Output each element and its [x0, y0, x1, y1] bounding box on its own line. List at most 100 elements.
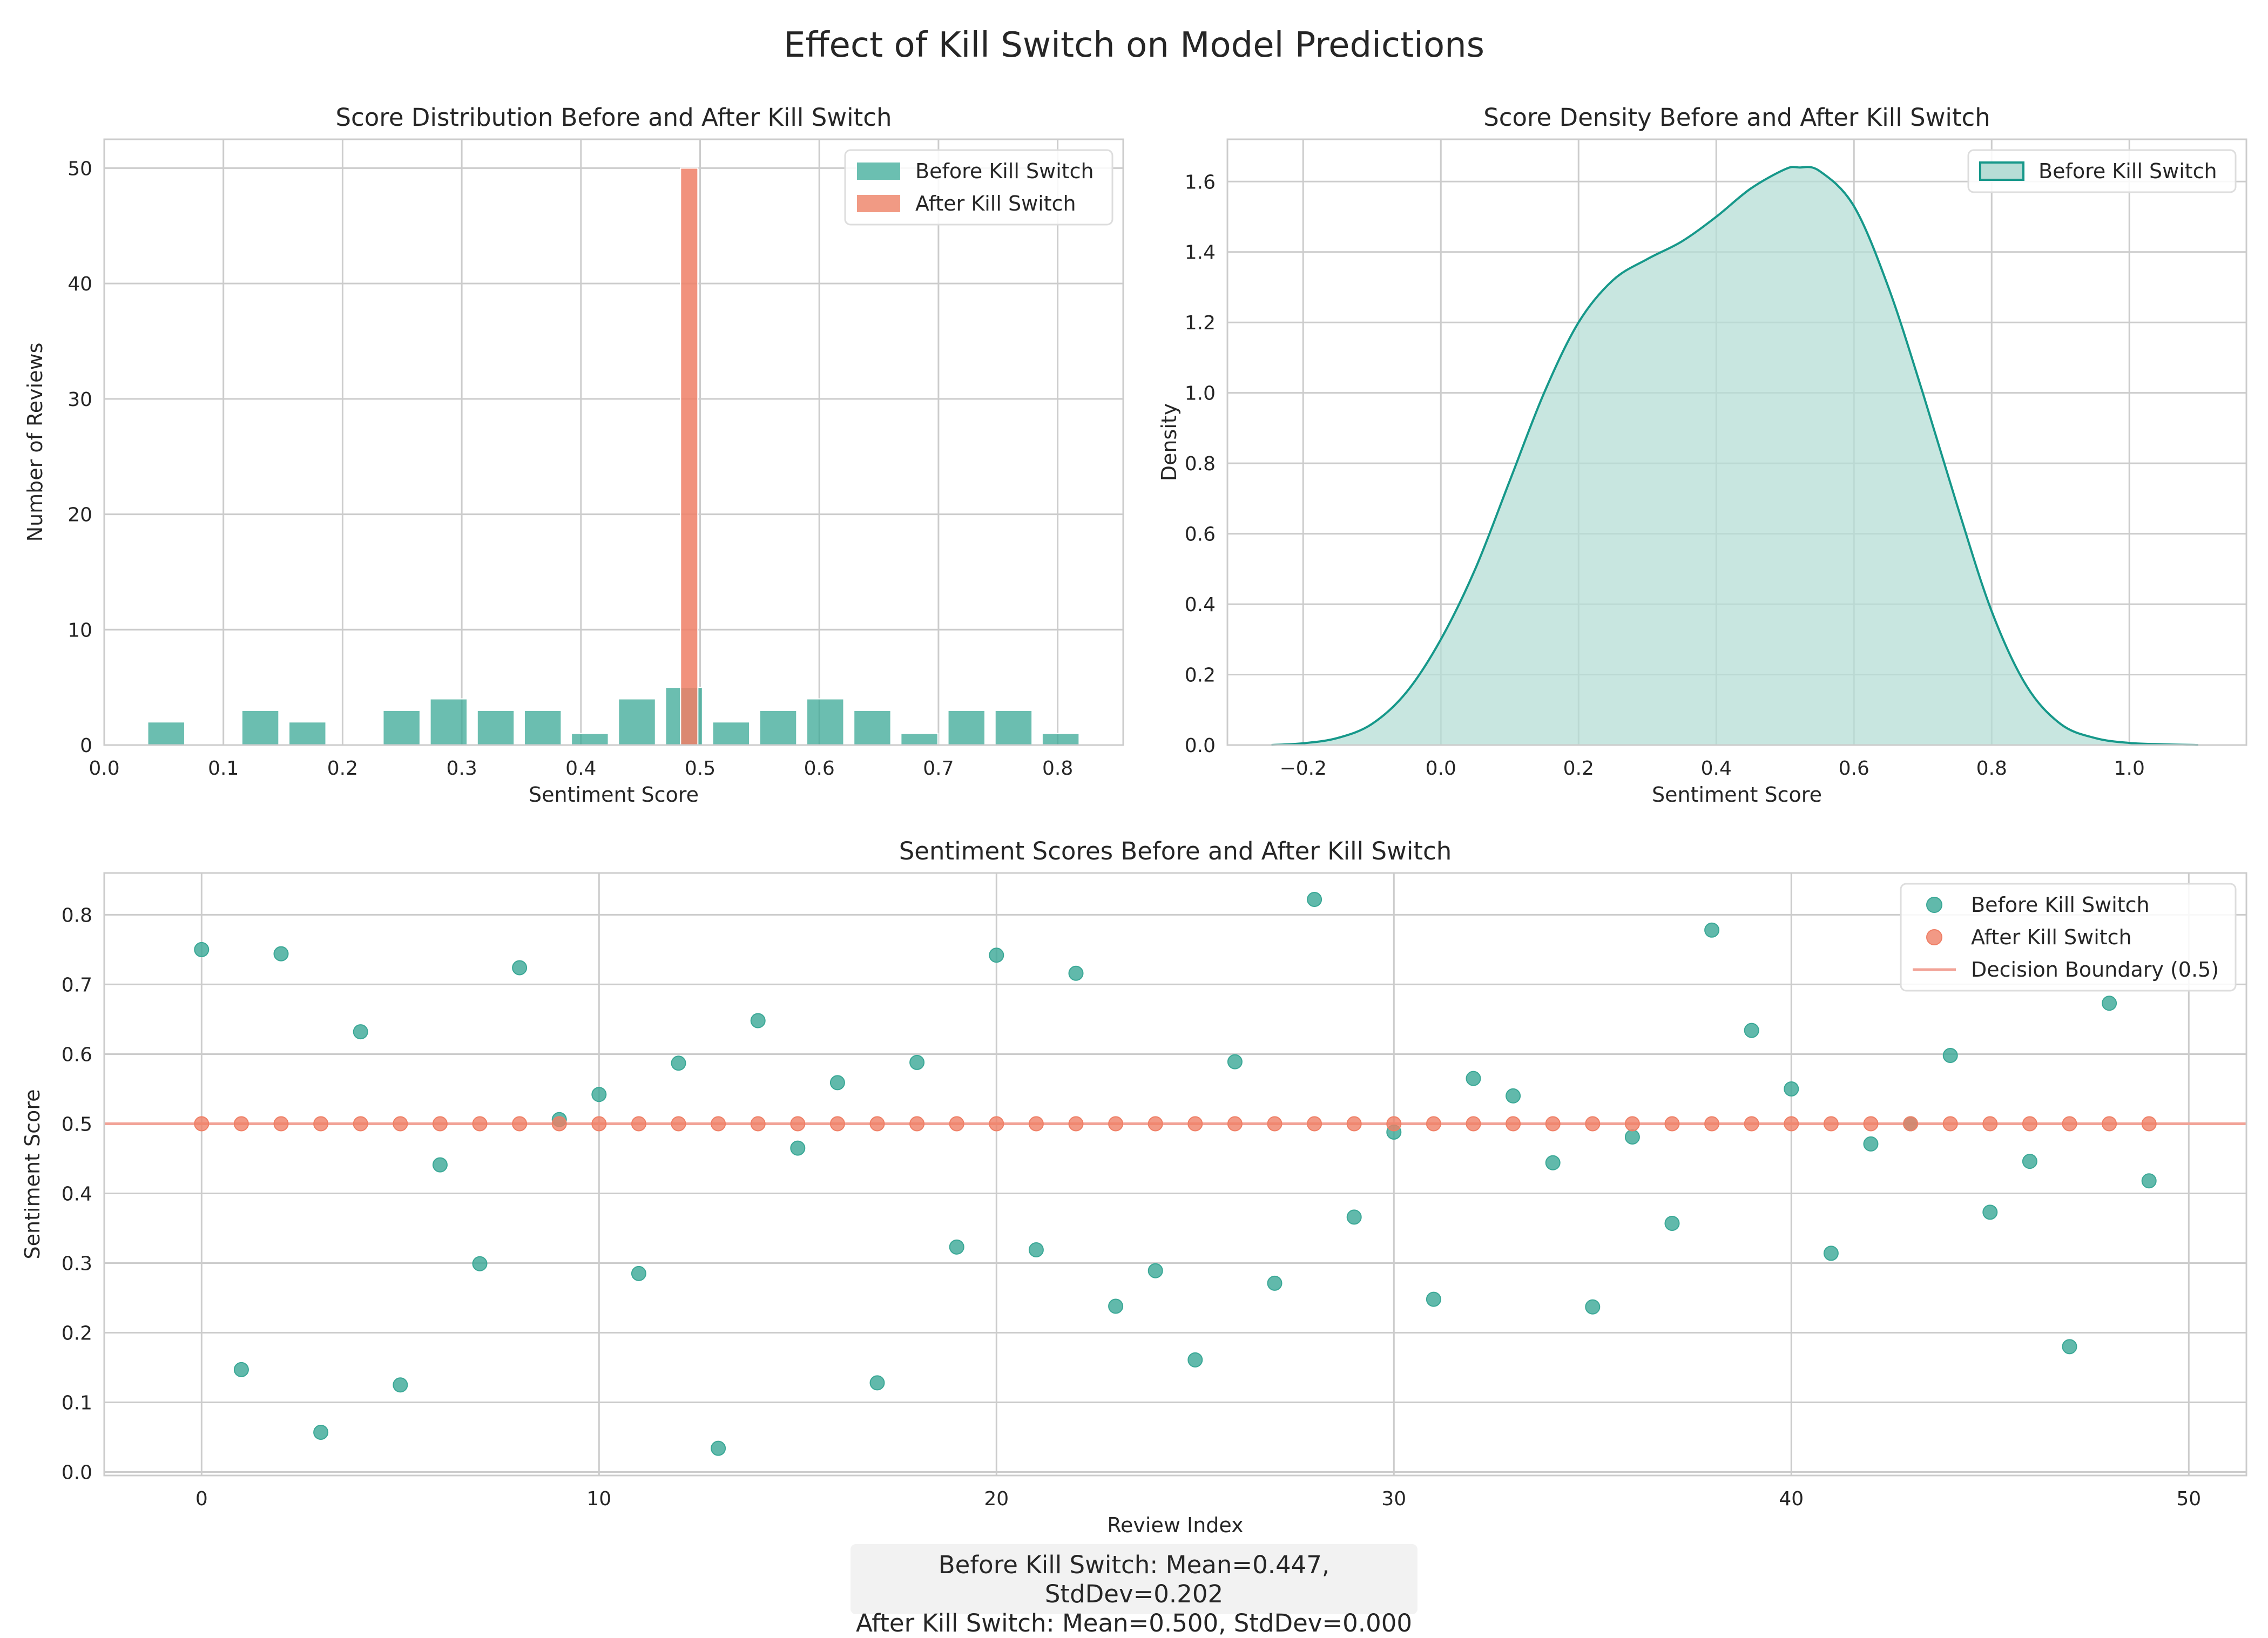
scatter-point-before	[2022, 1154, 2037, 1169]
scatter-point-before	[1028, 1242, 1044, 1257]
density-legend	[1967, 149, 2237, 193]
scatter-point-before	[1942, 1048, 1958, 1064]
scatter-point-after	[1664, 1116, 1680, 1132]
density-title: Score Density Before and After Kill Swit…	[1483, 103, 1990, 132]
histogram-bar-before	[523, 709, 562, 746]
scatter-point-before	[829, 1075, 845, 1091]
scatter-y-tick-label: 0.2	[62, 1323, 92, 1345]
scatter-point-after	[1028, 1116, 1044, 1132]
scatter-frame	[103, 872, 2247, 1477]
histogram-bar-before	[806, 698, 845, 746]
scatter-point-before	[2141, 1173, 2157, 1189]
scatter-point-after	[551, 1116, 567, 1132]
scatter-point-after	[313, 1116, 329, 1132]
histogram-frame	[103, 138, 1124, 746]
scatter-point-after	[869, 1116, 885, 1132]
scatter-point-before	[353, 1024, 368, 1040]
density-x-tick-label: 0.0	[1426, 757, 1456, 780]
histogram-legend-swatch	[857, 163, 900, 180]
scatter-point-before	[194, 942, 210, 957]
scatter-point-before	[1108, 1298, 1124, 1314]
histogram-bar-before	[571, 733, 609, 746]
density-area-before	[1271, 167, 2198, 745]
density-y-axis-label: Density	[1157, 403, 1181, 481]
scatter-point-before	[1068, 965, 1084, 981]
scatter-y-tick-label: 0.7	[62, 974, 92, 996]
scatter-point-before	[790, 1140, 806, 1156]
density-y-tick-label: 1.6	[1185, 171, 1216, 193]
scatter-point-after	[273, 1116, 289, 1132]
histogram-y-axis-label: Number of Reviews	[23, 343, 47, 542]
scatter-point-before	[432, 1157, 448, 1173]
density-x-tick-label: 0.6	[1839, 757, 1869, 780]
histogram-y-tick-label: 40	[68, 273, 92, 295]
scatter-legend-marker	[1926, 897, 1942, 913]
scatter-point-after	[591, 1116, 607, 1132]
scatter-y-tick-label: 0.1	[62, 1392, 92, 1414]
scatter-x-tick-label: 40	[1779, 1488, 1804, 1510]
scatter-point-before	[750, 1013, 766, 1028]
histogram-bar-before	[853, 709, 892, 746]
scatter-y-tick-label: 0.5	[62, 1113, 92, 1135]
scatter-point-after	[1346, 1116, 1362, 1132]
scatter-point-after	[671, 1116, 686, 1132]
scatter-point-before	[472, 1256, 488, 1271]
scatter-point-after	[1068, 1116, 1084, 1132]
density-y-tick-label: 0.4	[1185, 594, 1216, 616]
scatter-point-after	[1386, 1116, 1402, 1132]
histogram-x-tick-label: 0.4	[565, 757, 596, 780]
scatter-point-after	[1466, 1116, 1481, 1132]
histogram-x-axis-label: Sentiment Score	[529, 783, 699, 807]
histogram-title: Score Distribution Before and After Kill…	[335, 103, 892, 132]
scatter-point-before	[1267, 1275, 1282, 1291]
scatter-point-before	[1585, 1299, 1601, 1315]
scatter-point-before	[512, 960, 528, 976]
scatter-point-before	[313, 1425, 329, 1440]
scatter-plot-area	[104, 873, 2246, 1475]
histogram-bar-before	[900, 733, 939, 746]
scatter-point-before	[1982, 1204, 1998, 1220]
scatter-point-before	[1346, 1209, 1362, 1225]
scatter-y-tick-label: 0.4	[62, 1183, 92, 1205]
histogram-x-tick-label: 0.0	[89, 757, 119, 780]
density-y-tick-label: 1.2	[1185, 312, 1216, 334]
density-legend-swatch	[1979, 161, 2024, 181]
scatter-panel: 0 10 20 30 40 50 0.0 0.1 0.2 0.3 0.4 0.5 0.6 0.7 0.8 Se…	[21, 837, 2247, 1537]
scatter-point-after	[1148, 1116, 1163, 1132]
histogram-y-tick-label: 20	[68, 504, 92, 526]
summary-stats-box: Before Kill Switch: Mean=0.447, StdDev=0…	[850, 1544, 1418, 1637]
scatter-point-before	[2062, 1339, 2077, 1355]
scatter-point-after	[1227, 1116, 1243, 1132]
scatter-point-after	[432, 1116, 448, 1132]
scatter-point-before	[2102, 996, 2117, 1011]
histogram-bar-before	[994, 709, 1033, 746]
scatter-point-before	[1426, 1291, 1441, 1307]
histogram-bar-after	[680, 167, 699, 746]
density-frame	[1226, 138, 2247, 746]
scatter-point-before	[631, 1265, 646, 1281]
scatter-y-tick-label: 0.3	[62, 1253, 92, 1275]
histogram-y-tick-label: 50	[68, 158, 92, 180]
histogram-x-tick-label: 0.1	[208, 757, 239, 780]
scatter-point-after	[472, 1116, 488, 1132]
scatter-point-after	[711, 1116, 726, 1132]
scatter-point-before	[949, 1239, 964, 1255]
scatter-point-before	[1545, 1155, 1561, 1170]
density-x-tick-label: 1.0	[2114, 757, 2145, 780]
scatter-title: Sentiment Scores Before and After Kill S…	[899, 837, 1452, 865]
histogram-bar-before	[147, 721, 185, 746]
scatter-point-after	[2102, 1116, 2117, 1132]
scatter-x-tick-label: 30	[1381, 1488, 1406, 1510]
scatter-y-tick-label: 0.6	[62, 1044, 92, 1066]
density-x-tick-label: 0.2	[1563, 757, 1594, 780]
scatter-point-before	[1227, 1054, 1243, 1070]
density-x-axis-label: Sentiment Score	[1652, 783, 1822, 807]
density-y-tick-label: 0.2	[1185, 665, 1216, 687]
histogram-bar-before	[712, 721, 751, 746]
scatter-point-before	[1307, 892, 1322, 908]
scatter-point-after	[1545, 1116, 1561, 1132]
histogram-bar-before	[288, 721, 327, 746]
scatter-point-after	[1506, 1116, 1521, 1132]
density-x-tick-label: 0.8	[1976, 757, 2007, 780]
histogram-y-tick-label: 10	[68, 619, 92, 641]
